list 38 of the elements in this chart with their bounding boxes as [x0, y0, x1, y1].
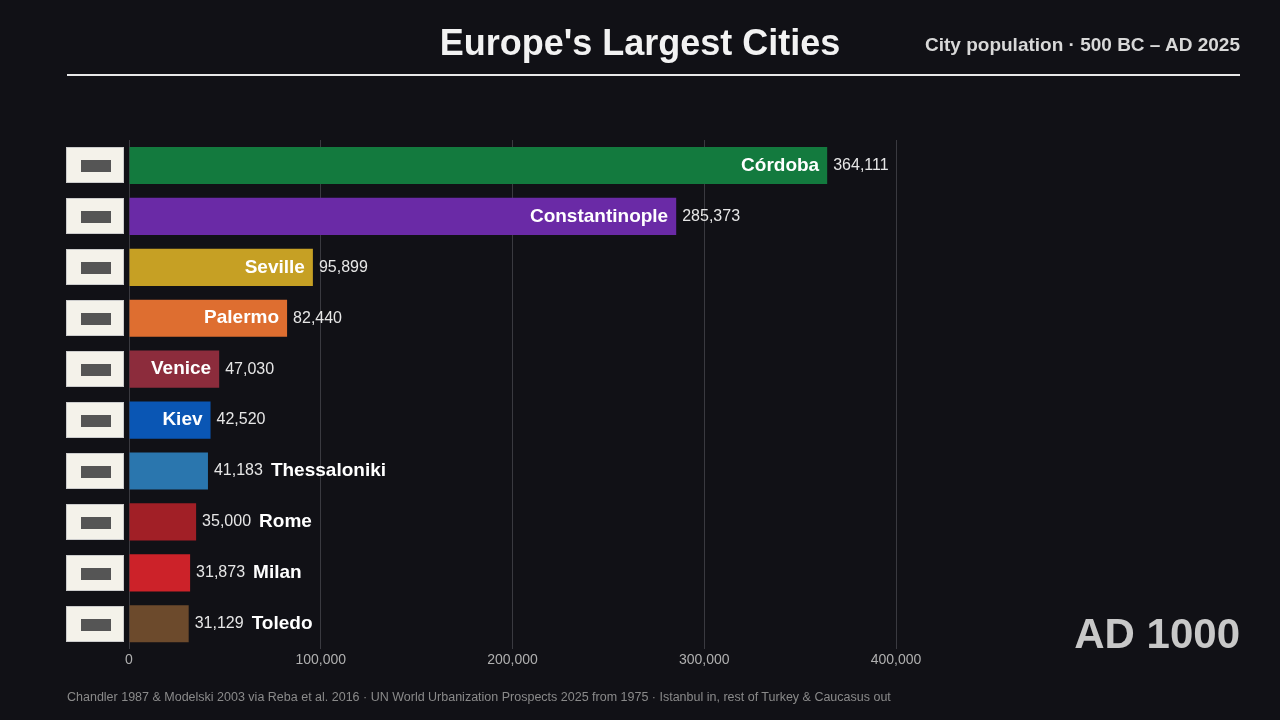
bar [129, 452, 208, 490]
data-label: 31,873 [196, 563, 246, 581]
y-tick-label: Toledo [251, 611, 313, 633]
y-tick-label: Palermo [204, 306, 280, 328]
x-tick-label: 100,000 [295, 651, 347, 668]
y-tick-label: Venice [150, 357, 212, 379]
text: Chandler 1987 & Modelski 2003 via Reba et al. 2016 · UN World Urbanization Prospects 2025 from 1975 · Istanbul in, rest of Turkey & Caucasus out [67, 690, 891, 704]
y-tick-label: Thessaloniki [270, 459, 387, 481]
bar [129, 605, 189, 643]
data-label: 31,129 [194, 614, 244, 632]
bar [129, 401, 211, 439]
data-label: 82,440 [293, 308, 343, 326]
bar [129, 146, 828, 185]
bar [129, 248, 313, 286]
x-tick-label: 0 [125, 651, 134, 668]
data-label: 42,520 [216, 410, 266, 428]
bar [129, 554, 191, 592]
data-label: 95,899 [318, 257, 368, 275]
text: AD 1000 [1074, 610, 1240, 658]
y-tick-label: Milan [253, 561, 302, 583]
x-tick-label: 300,000 [678, 651, 730, 668]
data-label: 41,183 [213, 461, 264, 479]
y-tick-label: Kiev [162, 408, 203, 430]
data-label: 47,030 [225, 359, 275, 377]
text: City population · 500 BC – AD 2025 [925, 34, 1240, 56]
x-tick-label: 400,000 [870, 651, 922, 668]
bar [129, 197, 677, 235]
chart-title: Europe's Largest Cities [439, 22, 841, 63]
x-tick-label: 200,000 [487, 651, 539, 668]
y-tick-label: Seville [244, 255, 305, 277]
data-label: 364,111 [833, 155, 889, 173]
bar [129, 299, 288, 337]
y-tick-label: Córdoba [741, 153, 820, 175]
data-label: 285,373 [682, 206, 741, 224]
y-tick-label: Rome [259, 510, 312, 532]
bar [129, 503, 197, 541]
data-label: 35,000 [202, 512, 252, 530]
y-tick-label: Constantinople [529, 204, 669, 226]
